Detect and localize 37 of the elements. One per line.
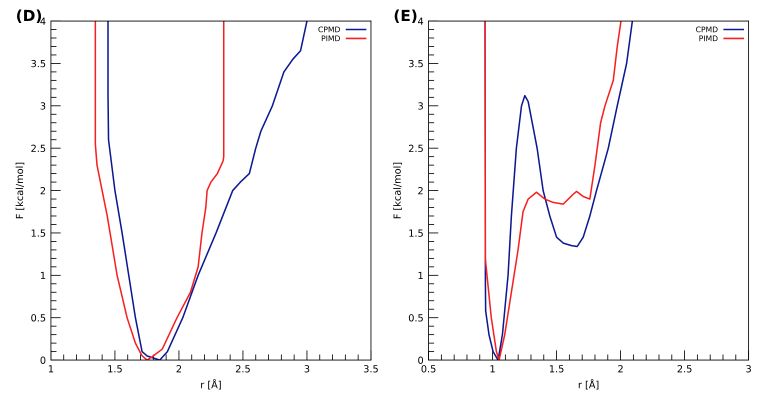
y-tick-label: 3 — [40, 102, 46, 110]
y-tick-label: 2.5 — [408, 144, 423, 152]
x-tick-label: 3.5 — [364, 365, 378, 372]
y-tick-label: 2.5 — [31, 144, 46, 152]
x-tick-label: 2 — [618, 365, 623, 372]
y-tick-label: 2 — [40, 187, 46, 194]
x-tick-label: 3 — [304, 365, 310, 372]
x-tick-label: 1.5 — [108, 365, 122, 372]
x-axis-title: r [Å] — [201, 379, 221, 390]
y-tick-label: 2 — [418, 187, 423, 194]
y-tick-label: 0 — [40, 356, 46, 364]
y-axis-title: F [kcal/mol] — [16, 162, 24, 218]
y-tick-label: 3.5 — [31, 60, 46, 68]
y-tick-label: 1.5 — [409, 230, 423, 237]
chart-title: (E) — [394, 9, 416, 24]
x-axis-title: r [Å] — [578, 379, 598, 390]
y-tick-label: 0.5 — [408, 314, 423, 322]
x-tick-label: 1 — [48, 365, 54, 372]
y-tick-label: 4 — [40, 18, 46, 25]
y-tick-label: 1 — [40, 272, 46, 280]
y-tick-label: 1 — [418, 272, 423, 280]
x-tick-label: 2.5 — [236, 365, 250, 372]
y-tick-label: 4 — [418, 18, 424, 25]
line-series — [94, 21, 225, 360]
y-tick-label: 0 — [418, 356, 424, 364]
x-tick-label: 2 — [176, 365, 182, 372]
y-axis-title: F [kcal/mol] — [393, 162, 402, 218]
x-tick-label: 2.5 — [678, 365, 692, 372]
y-tick-label: 3 — [418, 102, 423, 110]
y-tick-label: 1.5 — [32, 230, 46, 237]
x-tick-label: 1.5 — [550, 365, 564, 372]
y-tick-label: 3.5 — [408, 60, 423, 68]
line-series — [107, 21, 308, 360]
x-tick-label: 3 — [746, 365, 751, 372]
chart-title: (D) — [17, 9, 42, 24]
y-tick-label: 0.5 — [31, 314, 46, 322]
x-tick-label: 1 — [490, 365, 495, 372]
